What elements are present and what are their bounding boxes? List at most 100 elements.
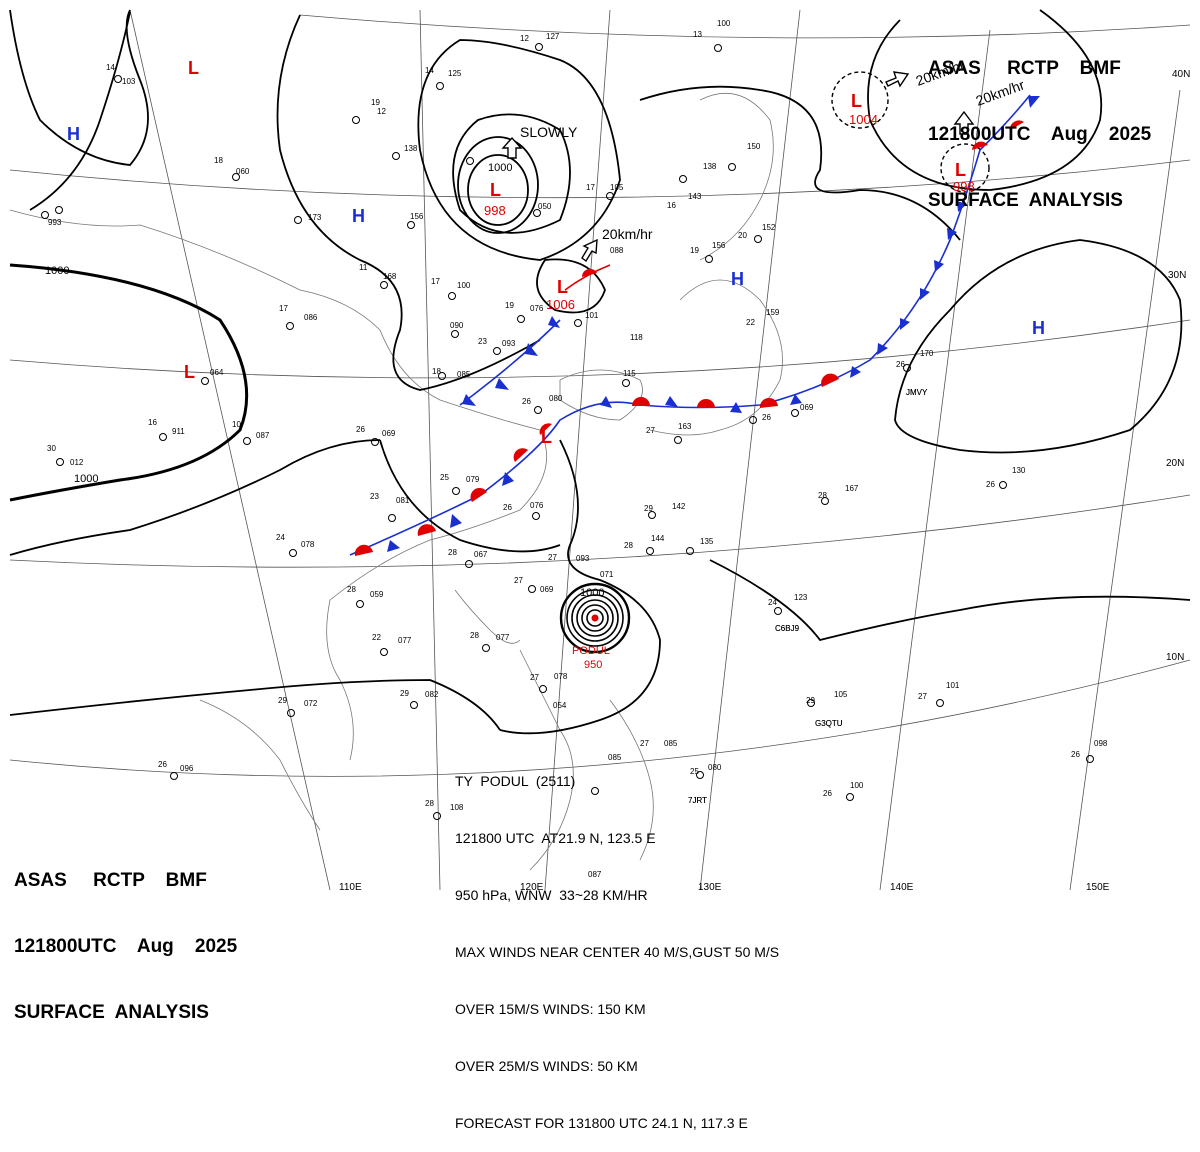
svg-text:127: 127 [546,32,560,41]
svg-text:100: 100 [457,281,471,290]
header-line-time: 121800UTC Aug 2025 [928,124,1152,145]
svg-text:108: 108 [450,803,464,812]
svg-text:156: 156 [712,241,726,250]
svg-text:123: 123 [794,593,808,602]
svg-text:26: 26 [823,789,832,798]
svg-text:096: 096 [180,764,194,773]
svg-text:25: 25 [440,473,449,482]
station-code-c6bj9: C6BJ9 [775,624,800,633]
svg-text:159: 159 [766,308,780,317]
svg-text:28: 28 [624,541,633,550]
low-center-north-china: L [490,180,501,200]
svg-text:071: 071 [600,570,614,579]
svg-text:17: 17 [586,183,595,192]
svg-text:13: 13 [693,30,702,39]
typhoon-info-forecast: FORECAST FOR 131800 UTC 24.1 N, 117.3 E [455,1115,748,1131]
svg-text:093: 093 [576,554,590,563]
arrow-slowly [501,136,523,159]
svg-text:26: 26 [356,425,365,434]
svg-text:100: 100 [850,781,864,790]
svg-text:138: 138 [404,144,418,153]
svg-text:27: 27 [514,576,523,585]
svg-text:087: 087 [256,431,270,440]
typhoon-info-name: TY PODUL (2511) [455,773,576,789]
svg-text:28: 28 [425,799,434,808]
svg-text:105: 105 [610,183,624,192]
svg-text:101: 101 [946,681,960,690]
low-center-northeast: L [851,91,862,111]
svg-text:150: 150 [747,142,761,151]
svg-text:16: 16 [667,201,676,210]
svg-text:142: 142 [672,502,686,511]
svg-text:24: 24 [276,533,285,542]
svg-text:078: 078 [554,672,568,681]
latitude-labels: 40N 30N 20N 10N [1166,69,1190,663]
svg-text:16: 16 [148,418,157,427]
lat-label-40n: 40N [1172,69,1190,80]
svg-text:17: 17 [431,277,440,286]
svg-text:090: 090 [450,321,464,330]
svg-text:28: 28 [448,548,457,557]
svg-text:077: 077 [496,633,510,642]
svg-text:24: 24 [768,598,777,607]
typhoon-info-position: 121800 UTC AT21.9 N, 123.5 E [455,830,656,846]
low-center-kuril: L [955,160,966,180]
svg-text:059: 059 [370,590,384,599]
station-code-7jrt: 7JRT [688,796,707,805]
quasi-stationary-front [349,94,1031,556]
lon-label-110e: 110E [339,882,362,893]
svg-text:14: 14 [425,66,434,75]
svg-text:118: 118 [630,333,643,342]
svg-text:050: 050 [538,202,552,211]
arrow-kuril-low [953,110,975,135]
header-line-agency-bottom: ASAS RCTP BMF [14,870,207,891]
svg-text:19: 19 [505,301,514,310]
low-center-south-china: L [184,362,195,382]
warm-front-semicircles [354,120,1024,556]
low-pressure-centers: L L L 998 L 1006 L L 1004 L 998 PODUL 95… [184,58,975,671]
svg-text:23: 23 [370,492,379,501]
chart-header-top: ASAS RCTP BMF 121800UTC Aug 2025 SURFACE… [928,14,1151,234]
svg-text:27: 27 [640,739,649,748]
svg-text:170: 170 [920,349,934,358]
svg-text:26: 26 [1071,750,1080,759]
svg-text:25: 25 [690,767,699,776]
svg-text:27: 27 [918,692,927,701]
lat-label-20n: 20N [1166,458,1184,469]
svg-text:078: 078 [301,540,315,549]
station-codes: JMVY C6BJ9 G3QTU 7JRT [688,388,928,805]
lon-label-130e: 130E [698,882,722,893]
front-lines [349,94,1031,556]
svg-text:28: 28 [818,491,827,500]
graticule [9,9,1191,891]
svg-text:143: 143 [688,192,702,201]
svg-text:26: 26 [503,503,512,512]
typhoon-info-15ms-radius: OVER 15M/S WINDS: 150 KM [455,1001,646,1017]
svg-text:26: 26 [896,360,905,369]
svg-text:27: 27 [646,426,655,435]
svg-text:135: 135 [700,537,714,546]
forecast-circles [831,71,990,193]
header-line-agency: ASAS RCTP BMF [928,58,1121,79]
svg-text:27: 27 [548,553,557,562]
longitude-labels: 110E 120E 130E 140E 150E [339,882,1110,893]
low-value-1006: 1006 [546,297,575,312]
lon-label-150e: 150E [1086,882,1110,893]
svg-text:20: 20 [738,231,747,240]
svg-text:18: 18 [214,156,223,165]
svg-text:100: 100 [717,19,731,28]
svg-text:167: 167 [845,484,859,493]
svg-text:12: 12 [520,34,529,43]
typhoon-center-marker [591,614,599,622]
svg-text:069: 069 [540,585,554,594]
svg-text:079: 079 [466,475,480,484]
svg-text:085: 085 [664,739,678,748]
svg-text:156: 156 [410,212,424,221]
svg-text:14: 14 [106,63,115,72]
low-value-998: 998 [484,203,506,218]
typhoon-info-pressure-motion: 950 hPa, WNW 33~28 KM/HR [455,887,648,903]
arrow-korea-low [581,238,598,263]
typhoon-info-max-winds: MAX WINDS NEAR CENTER 40 M/S,GUST 50 M/S [455,944,780,960]
isobar-label-1000-center: 1000 [488,162,512,174]
high-center-pacific: H [1032,318,1045,338]
